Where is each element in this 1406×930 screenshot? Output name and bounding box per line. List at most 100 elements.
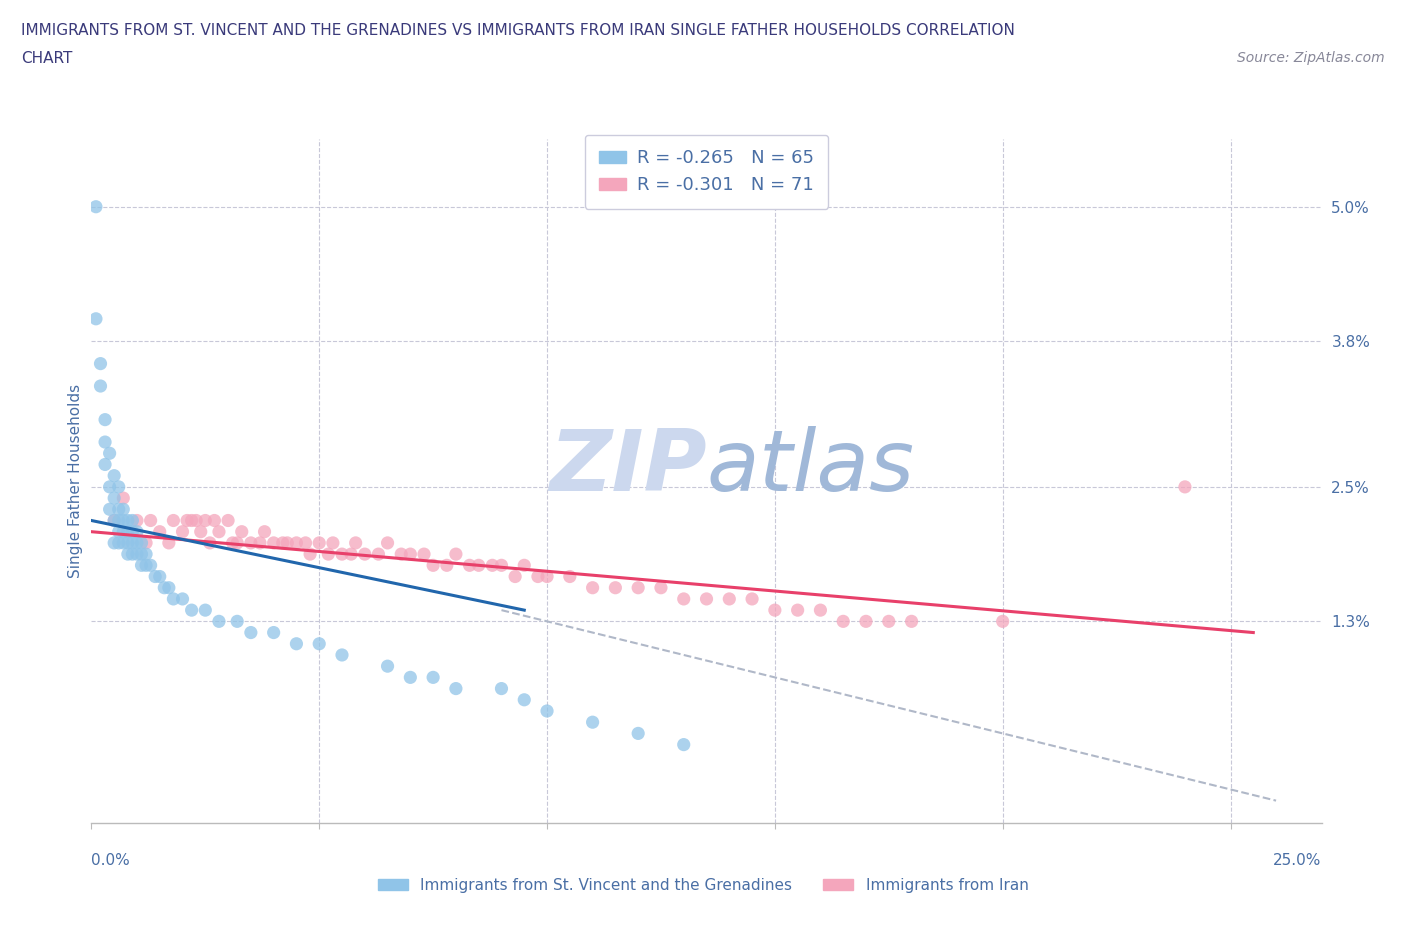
Point xyxy=(103,536,125,551)
Point xyxy=(695,591,717,606)
Point xyxy=(202,513,225,528)
Point xyxy=(481,558,503,573)
Point xyxy=(84,199,107,214)
Point xyxy=(131,536,153,551)
Point xyxy=(112,525,135,539)
Y-axis label: Single Father Households: Single Father Households xyxy=(67,384,83,578)
Point xyxy=(117,547,139,562)
Point xyxy=(581,580,603,595)
Point xyxy=(89,356,111,371)
Point xyxy=(308,536,330,551)
Point xyxy=(121,536,143,551)
Point xyxy=(239,625,262,640)
Point xyxy=(162,591,184,606)
Point xyxy=(413,547,436,562)
Point xyxy=(107,513,129,528)
Point xyxy=(399,670,422,684)
Point xyxy=(172,525,194,539)
Point xyxy=(285,536,308,551)
Point xyxy=(107,502,129,517)
Point xyxy=(94,434,117,449)
Point xyxy=(117,513,139,528)
Text: ZIP: ZIP xyxy=(548,426,706,509)
Point xyxy=(377,536,399,551)
Point xyxy=(271,536,294,551)
Point xyxy=(900,614,922,629)
Point xyxy=(263,625,285,640)
Point xyxy=(299,547,322,562)
Point xyxy=(991,614,1014,629)
Point xyxy=(103,468,125,483)
Point xyxy=(467,558,489,573)
Point xyxy=(176,513,198,528)
Point xyxy=(322,536,344,551)
Point xyxy=(112,536,135,551)
Point xyxy=(536,704,558,719)
Point xyxy=(194,603,217,618)
Point xyxy=(143,569,166,584)
Legend: R = -0.265   N = 65, R = -0.301   N = 71: R = -0.265 N = 65, R = -0.301 N = 71 xyxy=(585,135,828,208)
Point xyxy=(149,525,172,539)
Point xyxy=(353,547,375,562)
Point xyxy=(149,569,172,584)
Point xyxy=(89,379,111,393)
Point xyxy=(763,603,786,618)
Point xyxy=(121,513,143,528)
Point xyxy=(198,536,221,551)
Point xyxy=(832,614,855,629)
Point xyxy=(180,513,202,528)
Point xyxy=(527,569,550,584)
Point xyxy=(94,457,117,472)
Point xyxy=(194,513,217,528)
Text: Source: ZipAtlas.com: Source: ZipAtlas.com xyxy=(1237,51,1385,65)
Point xyxy=(208,525,231,539)
Point xyxy=(186,513,208,528)
Point xyxy=(221,536,243,551)
Point xyxy=(125,513,148,528)
Point xyxy=(444,681,467,696)
Point xyxy=(135,547,157,562)
Point xyxy=(491,558,513,573)
Point xyxy=(344,536,367,551)
Point xyxy=(139,558,162,573)
Point xyxy=(157,536,180,551)
Point xyxy=(125,525,148,539)
Point xyxy=(103,513,125,528)
Point xyxy=(208,614,231,629)
Point xyxy=(112,491,135,506)
Point xyxy=(399,547,422,562)
Point xyxy=(125,536,148,551)
Point xyxy=(276,536,298,551)
Point xyxy=(249,536,271,551)
Point xyxy=(491,681,513,696)
Point xyxy=(650,580,672,595)
Text: atlas: atlas xyxy=(706,426,914,509)
Point xyxy=(627,580,650,595)
Point xyxy=(672,591,695,606)
Point xyxy=(180,603,202,618)
Point xyxy=(190,525,212,539)
Point xyxy=(112,502,135,517)
Point xyxy=(131,547,153,562)
Point xyxy=(263,536,285,551)
Point xyxy=(121,547,143,562)
Point xyxy=(125,547,148,562)
Point xyxy=(135,536,157,551)
Point xyxy=(153,580,176,595)
Point xyxy=(422,558,444,573)
Point xyxy=(253,525,276,539)
Point xyxy=(513,558,536,573)
Text: IMMIGRANTS FROM ST. VINCENT AND THE GRENADINES VS IMMIGRANTS FROM IRAN SINGLE FA: IMMIGRANTS FROM ST. VINCENT AND THE GREN… xyxy=(21,23,1015,38)
Point xyxy=(162,513,184,528)
Point xyxy=(513,692,536,707)
Point xyxy=(877,614,900,629)
Point xyxy=(558,569,581,584)
Point xyxy=(672,737,695,752)
Point xyxy=(121,525,143,539)
Point xyxy=(103,513,125,528)
Text: 25.0%: 25.0% xyxy=(1274,853,1322,868)
Point xyxy=(94,412,117,427)
Legend: Immigrants from St. Vincent and the Grenadines, Immigrants from Iran: Immigrants from St. Vincent and the Gren… xyxy=(371,872,1035,899)
Point xyxy=(98,445,121,460)
Point xyxy=(330,647,353,662)
